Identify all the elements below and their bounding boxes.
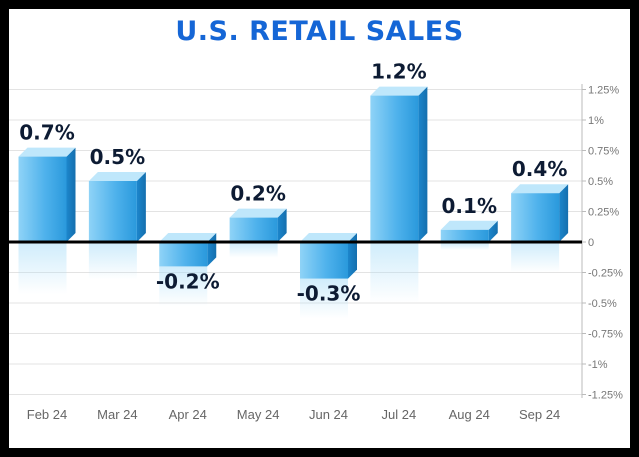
bar-top (229, 208, 287, 218)
y-tick-label: 1.25% (588, 85, 619, 97)
y-tick-label: 0.75% (588, 146, 619, 158)
bar-side (66, 147, 76, 242)
data-label: 0.7% (19, 121, 74, 145)
bar-front (300, 242, 348, 279)
bar-reflection (370, 243, 419, 303)
y-tick-label: -1.25% (588, 390, 623, 402)
y-axis: 1.25% 1% 0.75% 0.5% 0.25% 0 -0.25% -0.5% -0.75% -… (581, 84, 623, 402)
bar-front (440, 229, 489, 242)
data-label: -0.3% (297, 282, 361, 306)
bar-front (229, 217, 278, 242)
bar-top (300, 233, 357, 242)
bar-top (159, 233, 217, 242)
bar (229, 208, 287, 258)
x-axis-labels: Feb 24 Mar 24 Apr 24 May 24 Jun 24 Jul 24 Aug … (27, 407, 560, 422)
data-label: 0.4% (512, 157, 567, 181)
y-tick-label: -1% (588, 359, 608, 371)
bar (511, 184, 569, 273)
y-tick-label: -0.25% (588, 268, 623, 280)
data-label: 0.5% (90, 145, 145, 169)
bar-side (488, 220, 498, 242)
y-tick-label: -0.5% (588, 298, 617, 310)
x-tick-label: Sep 24 (519, 407, 560, 422)
data-label: -0.2% (156, 269, 220, 293)
y-tick-label: 0.5% (588, 176, 613, 188)
bar-top (18, 147, 76, 157)
bar-side (136, 172, 146, 242)
bar-reflection (88, 243, 137, 280)
bar-front (88, 181, 137, 242)
bar-front (511, 193, 560, 242)
bar-front (370, 95, 419, 242)
bar-reflection (18, 243, 67, 295)
bar-side (418, 86, 428, 242)
bar-front (159, 242, 208, 267)
data-labels: 0.7% 0.5% -0.2% 0.2% -0.3% 1.2% 0.1% 0.4% (19, 60, 567, 306)
y-tick-label: 0.25% (588, 207, 619, 219)
bar-reflection (159, 266, 208, 307)
bar-reflection (440, 243, 489, 251)
data-label: 0.1% (442, 194, 497, 218)
bar-top (511, 184, 569, 194)
data-label: 1.2% (371, 60, 426, 84)
data-label: 0.2% (230, 182, 285, 206)
x-tick-label: Apr 24 (169, 407, 207, 422)
x-tick-label: Feb 24 (27, 407, 67, 422)
bar (88, 172, 146, 280)
bar-side (277, 208, 287, 242)
bars (18, 86, 569, 319)
x-tick-label: Mar 24 (97, 407, 137, 422)
y-tick-label: 1% (588, 115, 604, 127)
chart-title: U.S. RETAIL SALES (175, 16, 464, 47)
bar-top (370, 86, 428, 96)
bar-side (348, 233, 357, 279)
bar-reflection (229, 243, 278, 258)
y-tick-label: -0.75% (588, 329, 623, 341)
bar (370, 86, 428, 303)
bar-top (88, 172, 146, 181)
x-tick-label: Jun 24 (309, 407, 348, 422)
bar-side (559, 184, 569, 242)
y-tick-label: 0 (588, 237, 594, 249)
bar-reflection (511, 243, 560, 273)
bar-front (18, 156, 67, 242)
x-tick-label: Jul 24 (382, 407, 417, 422)
bar (300, 233, 357, 319)
bar (18, 147, 76, 295)
bar-top (440, 220, 498, 230)
bar-reflection (300, 278, 348, 319)
x-tick-label: May 24 (237, 407, 280, 422)
bar (440, 220, 498, 251)
x-tick-label: Aug 24 (449, 407, 490, 422)
